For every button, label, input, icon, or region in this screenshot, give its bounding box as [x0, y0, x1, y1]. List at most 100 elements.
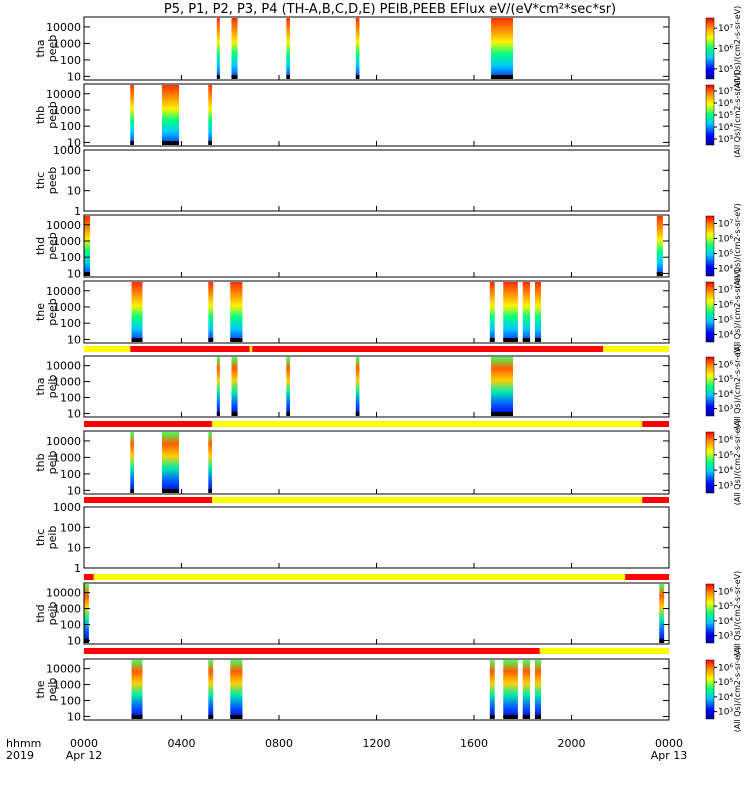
xtick-date-label: Apr 12 — [66, 749, 103, 762]
spectrogram-low-energy-thb-peib-1 — [162, 489, 180, 493]
chart-title: P5, P1, P2, P3, P4 (TH-A,B,C,D,E) PEIB,P… — [163, 2, 617, 17]
xtick-label: 0800 — [265, 737, 293, 750]
spectrogram-segment-tha-peeb-4 — [491, 18, 513, 78]
xtick-label: 1600 — [460, 737, 488, 750]
panel-label-instrument: peeb — [46, 35, 59, 63]
colorbar-the-peib — [705, 659, 715, 720]
mode-bar-the-peib-1 — [539, 648, 669, 654]
spectrogram-low-energy-the-peeb-0 — [131, 338, 143, 342]
colorbar-thb-peib — [705, 431, 715, 494]
spectrogram-low-energy-the-peib-6 — [534, 715, 542, 719]
mode-bar-thb-peib-2 — [642, 421, 669, 427]
colorbar-tick-label: 10⁶ — [718, 45, 733, 55]
panel-label-instrument: peeb — [46, 101, 59, 129]
ytick-label: 10000 — [46, 587, 81, 600]
spectrogram-low-energy-tha-peib-1 — [231, 412, 238, 416]
spectrogram-segment-thb-peib-0 — [130, 432, 134, 492]
spectrogram-segment-tha-peib-2 — [286, 357, 290, 415]
colorbar-tick-label: 10⁵ — [718, 65, 733, 75]
colorbar-tick-label: 10⁶ — [718, 587, 733, 597]
spectrogram-segment-tha-peib-3 — [355, 357, 360, 415]
xtick-label: 2000 — [558, 737, 586, 750]
spectrogram-low-energy-thd-peib-1 — [659, 639, 665, 643]
ytick-label: 1000 — [53, 144, 81, 157]
colorbar-tick-label: 10³ — [718, 135, 733, 145]
ytick-label: 10000 — [46, 219, 81, 232]
ytick-label: 10000 — [46, 21, 81, 34]
colorbar-tick-label: 10³ — [718, 632, 733, 642]
spectrogram-segment-thb-peeb-0 — [130, 85, 134, 144]
colorbar-tick-label: 10⁴ — [718, 617, 733, 627]
mode-bar-tha-peib-2 — [249, 346, 253, 352]
spectrogram-segment-thd-peib-0 — [84, 584, 89, 642]
colorbar-tick-label: 10⁵ — [718, 375, 733, 385]
colorbar-tick-label: 10³ — [718, 405, 733, 415]
colorbar-tick-label: 10⁵ — [718, 451, 733, 461]
colorbar-tick-label: 10⁷ — [718, 87, 733, 97]
colorbar-tha-peib — [705, 356, 715, 417]
spectrogram-segment-thb-peeb-1 — [162, 85, 180, 144]
spectrogram-low-energy-tha-peeb-2 — [286, 75, 290, 79]
spectrogram-segment-the-peib-1 — [208, 660, 214, 718]
mode-bar-thc-peib-0 — [84, 497, 212, 503]
spectrogram-segment-the-peeb-5 — [522, 282, 531, 341]
ytick-label: 1000 — [53, 451, 81, 464]
spectrogram-low-energy-the-peeb-4 — [503, 338, 518, 342]
ytick-label: 100 — [60, 392, 81, 405]
spectrogram-segment-thd-peib-1 — [659, 584, 665, 642]
spectrogram-low-energy-thb-peib-0 — [130, 489, 134, 493]
xtick-label: 0000 — [655, 737, 683, 750]
ytick-label: 10000 — [46, 435, 81, 448]
panel-label-probe: the — [34, 303, 47, 321]
mode-bar-tha-peib-4 — [603, 346, 669, 352]
ytick-label: 10 — [67, 333, 81, 346]
mode-bar-tha-peib-1 — [130, 346, 250, 352]
spectrogram-low-energy-the-peeb-2 — [230, 338, 243, 342]
spectrogram-low-energy-tha-peeb-1 — [231, 75, 238, 79]
spectrogram-segment-tha-peeb-3 — [355, 18, 360, 78]
panel-frame-thd-peib — [83, 582, 670, 645]
spectrogram-segment-the-peib-6 — [534, 660, 542, 718]
ytick-label: 100 — [60, 695, 81, 708]
ytick-label: 100 — [60, 521, 81, 534]
colorbar-tick-label: 10⁴ — [718, 123, 733, 133]
colorbar-label: (All Qs)/(cm2-s-sr-eV) — [733, 647, 742, 733]
spectrogram-segment-tha-peeb-0 — [216, 18, 220, 78]
colorbar-tick-label: 10³ — [718, 481, 733, 491]
colorbar-tick-label: 10⁶ — [718, 436, 733, 446]
panel-label-probe: thc — [34, 172, 47, 189]
x-axis-label-time: hhmm — [6, 737, 41, 750]
ytick-label: 10 — [67, 407, 81, 420]
panel-frame-thc-peib — [83, 506, 670, 569]
colorbar-the-peeb — [705, 281, 715, 343]
x-axis-label-year: 2019 — [6, 749, 34, 762]
ytick-label: 1 — [74, 562, 81, 575]
colorbar-tick-label: 10⁴ — [718, 265, 733, 275]
spectrogram-segment-the-peeb-0 — [131, 282, 143, 341]
panel-label-probe: thd — [34, 237, 47, 255]
colorbar-label: (All Qs)/(cm2-s-sr-eV) — [733, 571, 742, 657]
spectrogram-low-energy-thb-peeb-2 — [208, 141, 212, 145]
spectrogram-low-energy-thd-peeb-0 — [84, 272, 91, 276]
mode-bar-thd-peib-2 — [625, 574, 669, 580]
spectrogram-segment-thd-peeb-0 — [84, 216, 91, 275]
mode-bar-tha-peib-3 — [252, 346, 604, 352]
spectrogram-low-energy-thd-peib-0 — [84, 639, 89, 643]
panel-label-probe: thc — [34, 529, 47, 546]
panel-frame-thc-peeb — [83, 149, 670, 212]
spectrogram-low-energy-tha-peib-2 — [286, 412, 290, 416]
spectrogram-segment-the-peeb-3 — [489, 282, 495, 341]
ytick-label: 10 — [67, 185, 81, 198]
ytick-label: 10 — [67, 136, 81, 149]
mode-bar-thc-peib-2 — [642, 497, 669, 503]
spectrogram-segment-tha-peib-0 — [216, 357, 220, 415]
spectrogram-low-energy-thb-peib-2 — [208, 489, 212, 493]
ytick-label: 10 — [67, 484, 81, 497]
colorbar-tick-label: 10⁴ — [718, 331, 733, 341]
spectrogram-segment-the-peeb-4 — [503, 282, 518, 341]
spectrogram-low-energy-the-peib-4 — [503, 715, 518, 719]
mode-bar-thd-peib-0 — [84, 574, 94, 580]
panel-label-probe: thb — [34, 106, 47, 124]
ytick-label: 10000 — [46, 663, 81, 676]
